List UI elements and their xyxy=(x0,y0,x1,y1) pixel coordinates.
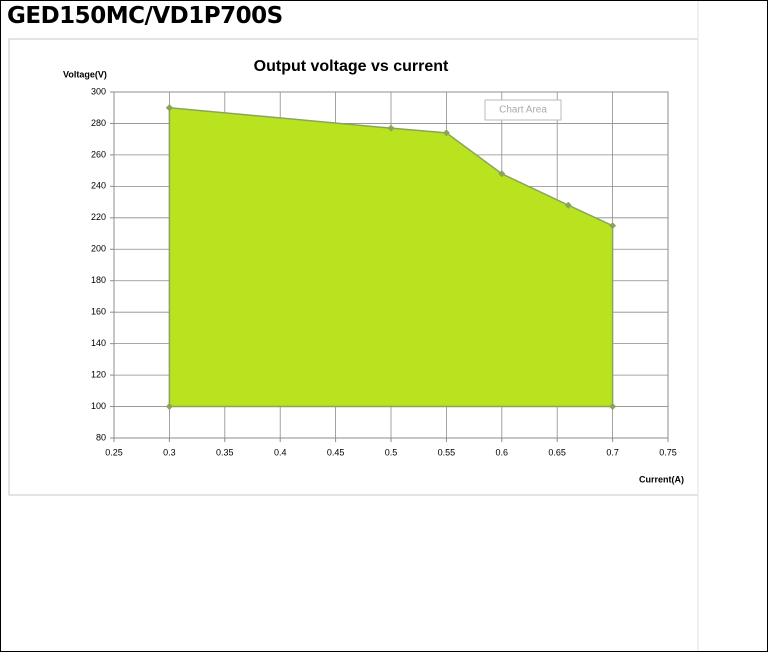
tooltip-box xyxy=(484,99,562,121)
marker xyxy=(165,104,173,112)
x-tick-label: 0.25 xyxy=(105,447,123,457)
y-tick-label: 240 xyxy=(91,181,106,191)
x-tick-label: 0.5 xyxy=(385,447,398,457)
marker xyxy=(498,170,506,178)
x-tick-label: 0.7 xyxy=(606,447,619,457)
marker xyxy=(387,124,395,132)
marker xyxy=(165,403,173,411)
y-tick-label: 220 xyxy=(91,212,106,222)
y-tick-label: 140 xyxy=(91,338,106,348)
marker xyxy=(442,129,450,137)
marker xyxy=(609,403,617,411)
x-tick-label: 0.35 xyxy=(216,447,234,457)
chart-title: Output voltage vs current xyxy=(254,58,449,75)
x-tick-label: 0.65 xyxy=(548,447,566,457)
y-tick-label: 80 xyxy=(96,432,106,442)
x-axis-title: Current(A) xyxy=(639,474,684,484)
y-tick-label: 180 xyxy=(91,275,106,285)
y-axis-title: Voltage(V) xyxy=(63,69,107,79)
y-tick-label: 260 xyxy=(91,149,106,159)
x-tick-label: 0.45 xyxy=(327,447,345,457)
heading: GED150MC/VD1P700S xyxy=(7,3,283,29)
plot-border xyxy=(113,91,669,439)
x-tick-label: 0.55 xyxy=(438,447,456,457)
y-tick-label: 120 xyxy=(91,369,106,379)
y-tick-label: 300 xyxy=(91,86,106,96)
x-tick-label: 0.4 xyxy=(274,447,287,457)
marker xyxy=(564,201,572,209)
y-tick-label: 280 xyxy=(91,118,106,128)
x-tick-label: 0.6 xyxy=(496,447,509,457)
y-tick-label: 200 xyxy=(91,244,106,254)
x-tick-label: 0.3 xyxy=(163,447,176,457)
x-tick-label: 0.75 xyxy=(659,447,677,457)
tooltip: Chart Area xyxy=(499,105,547,116)
y-tick-label: 100 xyxy=(91,401,106,411)
marker xyxy=(609,222,617,230)
y-tick-label: 160 xyxy=(91,307,106,317)
